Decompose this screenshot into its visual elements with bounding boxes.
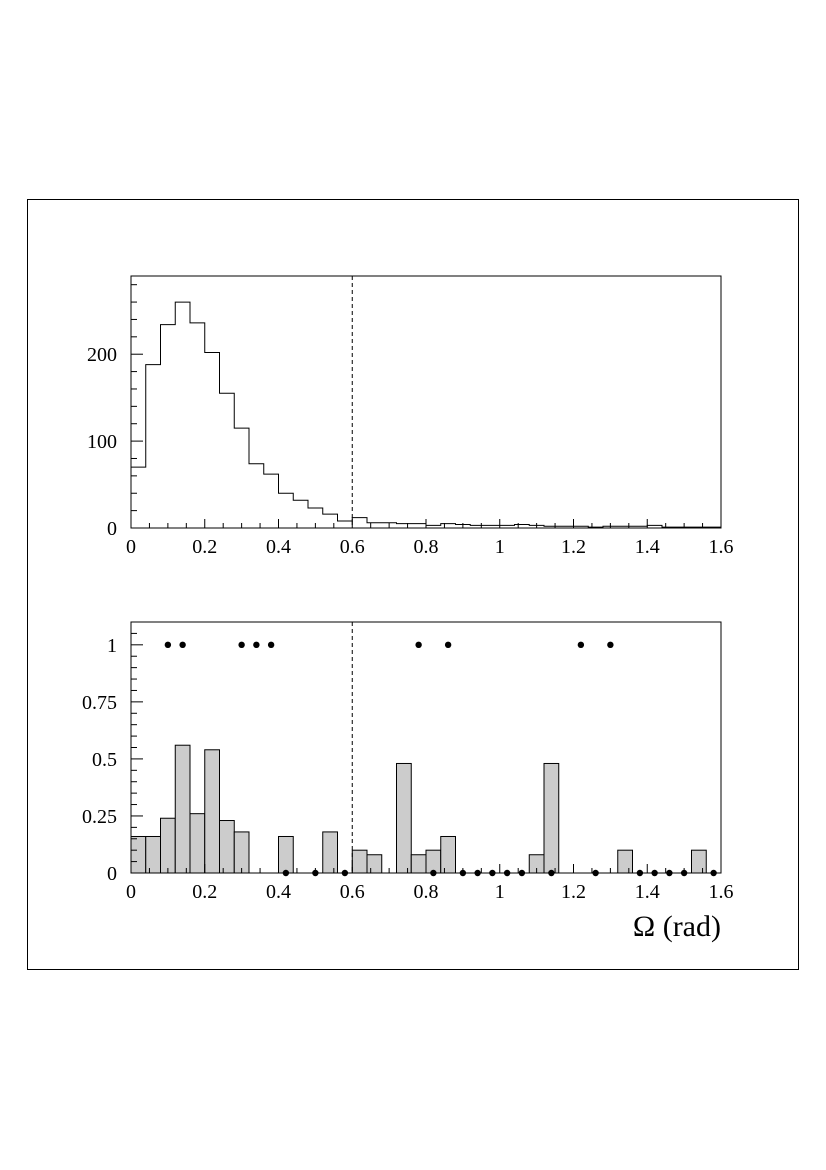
x-tick-label: 0.6 xyxy=(340,536,365,558)
data-point xyxy=(577,641,585,649)
y-tick-label: 100 xyxy=(87,431,117,453)
histogram-bar xyxy=(278,835,294,874)
histogram-bar xyxy=(174,744,191,874)
histogram-bar xyxy=(396,762,412,874)
histogram-bar xyxy=(204,749,220,874)
data-point xyxy=(444,641,452,649)
y-tick-label: 1 xyxy=(107,635,117,657)
x-tick-label: 0.4 xyxy=(266,881,291,903)
histogram-bar xyxy=(233,831,250,874)
histogram-bar xyxy=(425,849,442,874)
y-tick-label: 0 xyxy=(107,518,117,540)
data-point xyxy=(238,641,245,649)
x-tick-label: 1.6 xyxy=(709,536,734,558)
y-tick-label: 0 xyxy=(107,863,117,885)
y-tick-label: 200 xyxy=(87,344,117,366)
x-tick-label: 1 xyxy=(495,536,505,558)
y-tick-label: 0.5 xyxy=(92,749,117,771)
x-axis-label: Ω (rad) xyxy=(633,910,721,943)
histogram-bar xyxy=(617,849,633,874)
histogram-bar xyxy=(351,849,368,874)
histogram-bar xyxy=(130,835,147,874)
histogram-step-line xyxy=(130,301,722,528)
data-point xyxy=(179,641,186,649)
x-tick-label: 0.2 xyxy=(192,536,217,558)
histogram-bar xyxy=(440,835,456,874)
histogram-bar xyxy=(322,831,338,874)
histogram-bar xyxy=(691,849,707,874)
data-point xyxy=(253,641,260,649)
x-tick-label: 1 xyxy=(495,881,505,903)
x-tick-label: 1.4 xyxy=(635,536,660,558)
x-tick-label: 0.2 xyxy=(192,881,217,903)
histogram-bar xyxy=(219,820,235,874)
histogram-bar xyxy=(543,762,560,874)
ratio-panel-bottom: 0 0.2 0.4 0.6 0.8 1 1.2 1.4 1.6 0 0.25 0.5 0.75 1 Ω (r… xyxy=(82,621,734,943)
x-tick-label: 0.4 xyxy=(266,536,291,558)
plot-frame xyxy=(130,275,722,529)
histogram-panel-top: 0 0.2 0.4 0.6 0.8 1 1.2 1.4 1.6 0 100 200 xyxy=(87,275,734,558)
x-tick-label: 1.4 xyxy=(635,881,660,903)
data-point xyxy=(164,641,172,649)
histogram-bar xyxy=(189,813,206,874)
x-tick-label: 0 xyxy=(126,881,136,903)
data-point xyxy=(415,641,422,649)
histogram-bar xyxy=(410,854,427,874)
histogram-bar xyxy=(160,817,176,874)
x-tick-label: 1.2 xyxy=(561,881,586,903)
y-tick-label: 0.75 xyxy=(82,692,117,714)
data-point xyxy=(267,641,275,649)
histogram-bar xyxy=(366,854,383,874)
figure-frame xyxy=(27,199,799,970)
x-tick-label: 1.6 xyxy=(709,881,734,903)
x-tick-label: 0.6 xyxy=(340,881,365,903)
x-tick-label: 1.2 xyxy=(561,536,586,558)
histogram-bar xyxy=(145,835,161,874)
x-tick-label: 0.8 xyxy=(414,536,439,558)
y-tick-label: 0.25 xyxy=(82,806,117,828)
data-point xyxy=(607,641,614,649)
x-tick-label: 0.8 xyxy=(414,881,439,903)
x-tick-label: 0 xyxy=(126,536,136,558)
